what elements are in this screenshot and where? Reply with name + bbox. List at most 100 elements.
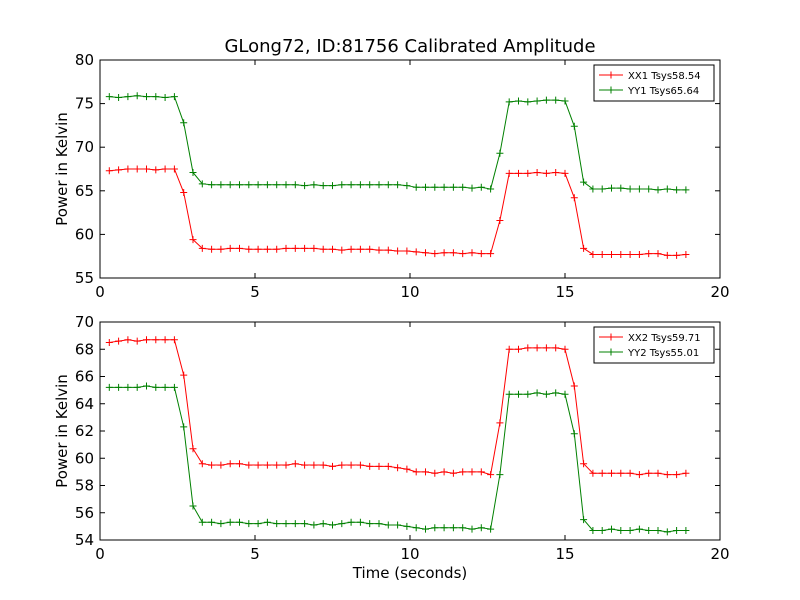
- data-point: [626, 526, 634, 534]
- data-point: [570, 194, 578, 202]
- data-point: [198, 460, 206, 468]
- data-point: [440, 249, 448, 257]
- data-point: [375, 181, 383, 189]
- data-point: [282, 181, 290, 189]
- y-tick-label: 68: [75, 340, 94, 358]
- data-point: [282, 461, 290, 469]
- data-point: [338, 181, 346, 189]
- data-point: [403, 182, 411, 190]
- data-point: [468, 249, 476, 257]
- data-point: [161, 165, 169, 173]
- data-point: [347, 245, 355, 253]
- data-point: [477, 250, 485, 258]
- data-point: [617, 469, 625, 477]
- data-point: [384, 181, 392, 189]
- y-tick-label: 75: [75, 95, 94, 113]
- data-point: [115, 383, 123, 391]
- data-point: [217, 461, 225, 469]
- data-point: [236, 518, 243, 526]
- x-tick-label: 15: [555, 283, 574, 301]
- data-point: [152, 383, 160, 391]
- data-point: [310, 244, 318, 252]
- data-point: [598, 185, 606, 193]
- data-point: [533, 97, 541, 105]
- data-point: [124, 383, 132, 391]
- data-point: [505, 98, 513, 106]
- data-point: [356, 461, 364, 469]
- data-point: [301, 520, 309, 528]
- data-point: [663, 185, 671, 193]
- data-point: [542, 390, 550, 398]
- legend-marker: [607, 71, 615, 79]
- data-point: [515, 345, 522, 353]
- data-point: [329, 245, 336, 253]
- data-point: [598, 526, 606, 534]
- data-point: [673, 526, 681, 534]
- x-tick-label: 0: [95, 545, 105, 563]
- data-point: [105, 383, 113, 391]
- data-point: [496, 419, 504, 427]
- data-point: [338, 461, 346, 469]
- data-point: [133, 383, 141, 391]
- data-point: [263, 245, 271, 253]
- data-point: [366, 520, 374, 528]
- data-point: [645, 185, 653, 193]
- data-point: [338, 520, 346, 528]
- data-point: [143, 93, 150, 101]
- data-point: [375, 520, 383, 528]
- data-point: [263, 461, 271, 469]
- x-tick-label: 20: [710, 545, 729, 563]
- data-point: [143, 336, 150, 344]
- data-point: [459, 468, 467, 476]
- data-point: [180, 371, 188, 379]
- data-point: [505, 345, 513, 353]
- data-point: [152, 166, 160, 174]
- data-point: [198, 244, 206, 252]
- data-point: [394, 247, 402, 255]
- series-1: [105, 165, 690, 259]
- data-point: [617, 250, 625, 258]
- data-point: [663, 471, 671, 479]
- data-point: [542, 169, 550, 177]
- data-point: [580, 178, 588, 186]
- data-point: [180, 189, 188, 197]
- data-point: [161, 336, 169, 344]
- data-point: [459, 524, 467, 532]
- data-point: [291, 460, 299, 468]
- data-point: [273, 245, 281, 253]
- data-point: [124, 93, 132, 101]
- y-tick-label: 80: [75, 51, 94, 69]
- data-point: [635, 250, 643, 258]
- data-point: [608, 250, 615, 258]
- data-point: [217, 520, 225, 528]
- data-point: [245, 461, 253, 469]
- data-point: [570, 430, 578, 438]
- y-tick-label: 55: [75, 269, 94, 287]
- data-point: [468, 468, 476, 476]
- data-point: [143, 382, 150, 390]
- data-point: [356, 181, 364, 189]
- y-axis-label: Power in Kelvin: [53, 374, 71, 488]
- data-point: [589, 469, 597, 477]
- data-point: [301, 182, 309, 190]
- data-point: [319, 461, 327, 469]
- data-point: [254, 520, 262, 528]
- data-point: [515, 97, 522, 105]
- data-point: [198, 180, 206, 188]
- data-point: [645, 250, 653, 258]
- data-point: [347, 461, 355, 469]
- data-point: [682, 250, 690, 258]
- legend-label: XX2 Tsys59.71: [628, 333, 701, 344]
- data-point: [180, 119, 188, 127]
- data-point: [133, 337, 141, 345]
- data-point: [273, 181, 281, 189]
- data-point: [561, 345, 569, 353]
- data-point: [338, 246, 346, 254]
- data-point: [533, 389, 541, 397]
- data-point: [477, 183, 485, 191]
- data-point: [245, 520, 253, 528]
- data-point: [654, 469, 662, 477]
- data-point: [524, 344, 532, 352]
- data-point: [394, 521, 402, 529]
- data-point: [477, 524, 485, 532]
